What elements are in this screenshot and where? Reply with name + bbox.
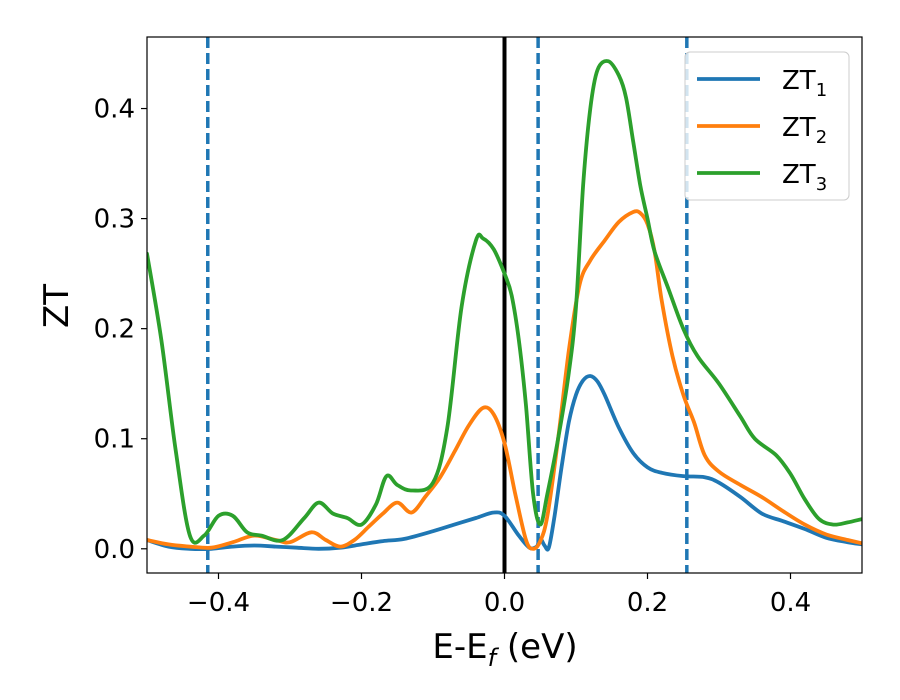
legend-label-main: ZT — [782, 66, 816, 96]
x-tick-label-2: −0.2 — [330, 588, 393, 618]
y-tick-label-4: 0.3 — [94, 205, 135, 235]
x-axis-label: E-Ef (eV) — [432, 627, 577, 672]
x-tick-label-1: −0.4 — [187, 588, 250, 618]
x-axis-label-main: E-E — [432, 627, 487, 667]
x-axis-ticks: −0.4 −0.2 0.0 0.2 0.4 — [187, 573, 811, 618]
y-tick-label-2: 0.1 — [94, 425, 135, 455]
x-axis-label-tail: (eV) — [496, 627, 578, 667]
y-axis-label: ZT — [37, 284, 77, 328]
legend-label-sub: 2 — [816, 127, 827, 148]
x-tick-label-5: 0.4 — [770, 588, 811, 618]
x-tick-label-4: 0.2 — [627, 588, 668, 618]
series-group — [147, 59, 862, 552]
legend-label-zt2: ZT2 — [782, 113, 827, 148]
y-tick-label-5: 0.4 — [94, 95, 135, 125]
series-line-zt2 — [147, 209, 862, 551]
series-line-zt1 — [147, 374, 862, 552]
legend-label-sub: 3 — [816, 174, 827, 195]
legend-label-main: ZT — [782, 113, 816, 143]
legend-label-sub: 1 — [816, 80, 827, 101]
reference-lines — [206, 37, 689, 573]
legend-label-main: ZT — [782, 160, 816, 190]
legend-box — [684, 51, 850, 201]
y-tick-label-1: 0.0 — [94, 535, 135, 565]
y-axis-ticks: 0.0 0.1 0.2 0.3 0.4 — [94, 95, 147, 565]
y-tick-label-3: 0.2 — [94, 315, 135, 345]
x-tick-label-3: 0.0 — [484, 588, 525, 618]
legend-label-zt1: ZT1 — [782, 66, 827, 101]
series-line-zt3 — [147, 59, 862, 545]
legend-label-zt3: ZT3 — [782, 160, 827, 195]
